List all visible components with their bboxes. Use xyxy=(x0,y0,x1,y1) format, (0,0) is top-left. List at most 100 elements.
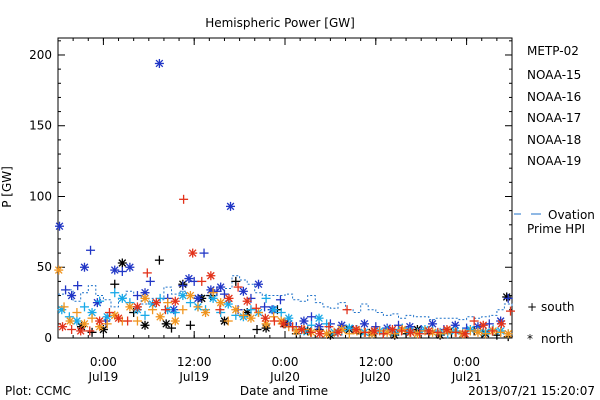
south-marker-label: south xyxy=(541,300,575,314)
point-noaa-19 xyxy=(224,293,234,303)
point-noaa-18 xyxy=(178,305,188,315)
footer-timestamp: 2013/07/21 15:20:07 xyxy=(468,384,595,398)
y-tick-label: 50 xyxy=(37,260,52,274)
point-noaa-18 xyxy=(54,265,64,275)
y-tick-label: 100 xyxy=(29,189,52,203)
point-noaa-15 xyxy=(189,276,199,286)
point-noaa-18 xyxy=(238,310,248,320)
point-noaa-19 xyxy=(469,316,479,326)
point-noaa-19 xyxy=(269,316,279,326)
point-noaa-16 xyxy=(79,302,89,312)
point-noaa-18 xyxy=(216,298,226,308)
legend-entry-noaa-15: NOAA-15 xyxy=(527,68,581,82)
north-marker-label: north xyxy=(541,332,573,346)
point-noaa-18 xyxy=(102,319,112,329)
x-tick-time: 0:00 xyxy=(90,355,117,369)
point-noaa-15 xyxy=(67,291,77,301)
point-metp-02 xyxy=(87,327,97,337)
point-noaa-19 xyxy=(297,325,307,335)
point-noaa-18 xyxy=(79,319,89,329)
point-metp-02 xyxy=(117,258,127,268)
x-tick-time: 12:00 xyxy=(177,355,212,369)
point-noaa-19 xyxy=(215,305,225,315)
point-noaa-15 xyxy=(73,281,83,291)
point-noaa-19 xyxy=(114,313,124,323)
point-noaa-18 xyxy=(435,329,445,339)
point-noaa-18 xyxy=(125,302,135,312)
point-noaa-19 xyxy=(242,296,252,306)
x-tick-date: Jul19 xyxy=(88,370,119,384)
point-noaa-16 xyxy=(246,305,256,315)
point-noaa-18 xyxy=(503,329,513,339)
point-noaa-19 xyxy=(160,305,170,315)
point-noaa-18 xyxy=(254,308,264,318)
point-noaa-16 xyxy=(110,288,120,298)
point-noaa-16 xyxy=(95,296,105,306)
y-tick-label: 0 xyxy=(44,331,52,345)
point-noaa-19 xyxy=(67,325,77,335)
point-noaa-15 xyxy=(154,58,164,68)
point-noaa-18 xyxy=(473,327,483,337)
x-tick-time: 12:00 xyxy=(359,355,394,369)
south-marker-symbol: + xyxy=(527,300,537,314)
point-noaa-19 xyxy=(424,326,434,336)
point-noaa-19 xyxy=(76,326,86,336)
point-metp-02 xyxy=(252,325,262,335)
point-noaa-18 xyxy=(231,305,241,315)
legend-entry-noaa-19: NOAA-19 xyxy=(527,154,581,168)
legend-entry-metp-02: METP-02 xyxy=(527,44,579,58)
point-noaa-16 xyxy=(155,293,165,303)
data-points xyxy=(54,58,515,342)
point-noaa-15 xyxy=(79,262,89,272)
point-noaa-18 xyxy=(59,302,69,312)
point-noaa-18 xyxy=(148,305,158,315)
footer-source: Plot: CCMC xyxy=(5,384,71,398)
point-noaa-16 xyxy=(314,313,324,323)
point-noaa-19 xyxy=(104,308,114,318)
point-noaa-15 xyxy=(92,298,102,308)
point-noaa-19 xyxy=(132,302,142,312)
point-noaa-19 xyxy=(251,303,261,313)
point-noaa-15 xyxy=(117,266,127,276)
point-noaa-15 xyxy=(199,248,209,258)
point-metp-02 xyxy=(154,255,164,265)
point-noaa-16 xyxy=(261,293,271,303)
x-tick-date: Jul21 xyxy=(451,370,482,384)
point-noaa-18 xyxy=(155,312,165,322)
point-noaa-19 xyxy=(197,276,207,286)
point-noaa-15 xyxy=(226,201,236,211)
point-noaa-19 xyxy=(478,320,488,330)
point-noaa-19 xyxy=(188,248,198,258)
x-axis-label: Date and Time xyxy=(240,384,328,398)
point-noaa-15 xyxy=(145,276,155,286)
point-noaa-16 xyxy=(178,291,188,301)
legend-entry-noaa-18: NOAA-18 xyxy=(527,133,581,147)
point-noaa-15 xyxy=(216,282,226,292)
north-marker-symbol: * xyxy=(527,332,533,346)
point-noaa-18 xyxy=(344,329,354,339)
point-noaa-18 xyxy=(185,291,195,301)
point-noaa-15 xyxy=(219,289,229,299)
point-noaa-19 xyxy=(170,296,180,306)
point-noaa-15 xyxy=(193,293,203,303)
point-noaa-18 xyxy=(208,288,218,298)
point-noaa-19 xyxy=(387,325,397,335)
point-noaa-18 xyxy=(481,329,491,339)
x-tick-time: 0:00 xyxy=(272,355,299,369)
point-noaa-18 xyxy=(201,308,211,318)
point-noaa-19 xyxy=(342,305,352,315)
point-noaa-19 xyxy=(179,194,189,204)
point-noaa-16 xyxy=(276,308,286,318)
x-tick-date: Jul20 xyxy=(360,370,391,384)
point-noaa-15 xyxy=(260,302,270,312)
point-noaa-19 xyxy=(288,322,298,332)
x-tick-date: Jul19 xyxy=(178,370,209,384)
point-noaa-18 xyxy=(223,316,233,326)
ovation-series xyxy=(58,275,513,321)
point-noaa-15 xyxy=(484,319,494,329)
point-noaa-19 xyxy=(260,313,270,323)
point-metp-02 xyxy=(231,276,241,286)
point-noaa-19 xyxy=(433,327,443,337)
point-metp-02 xyxy=(140,320,150,330)
point-noaa-19 xyxy=(360,327,370,337)
